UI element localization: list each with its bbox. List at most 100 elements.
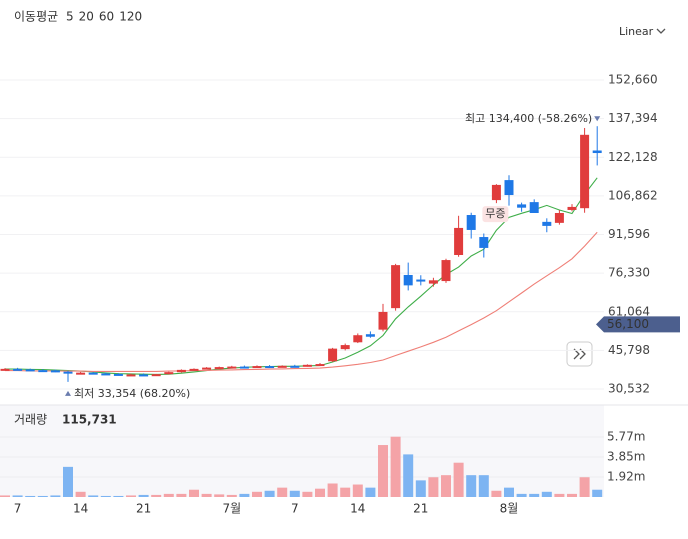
x-tick-label: 7: [14, 502, 22, 516]
candle-body: [38, 370, 48, 373]
volume-latest: 115,731: [62, 413, 117, 427]
volume-bar: [478, 475, 489, 497]
volume-bar: [214, 494, 225, 497]
low-annotation: 최저 33,354 (68.20%): [74, 387, 190, 400]
volume-bar: [88, 495, 99, 497]
candle-body: [189, 368, 199, 371]
candle-body: [50, 370, 60, 373]
volume-bar: [201, 493, 212, 497]
volume-bar: [415, 480, 426, 497]
volume-bar: [365, 487, 376, 497]
volume-bar: [113, 495, 124, 497]
candle-body: [25, 369, 35, 372]
x-tick-label: 14: [350, 502, 365, 516]
volume-bar: [0, 495, 10, 497]
volume-bar: [50, 495, 61, 497]
candle-body: [13, 368, 23, 371]
volume-bar: [12, 495, 23, 497]
candle-body: [302, 364, 312, 367]
y-tick-label: 152,660: [608, 73, 658, 87]
high-marker: [594, 116, 601, 122]
y-tick-label: 76,330: [608, 266, 650, 280]
scale-mode[interactable]: Linear: [619, 25, 654, 38]
candle-body: [567, 206, 577, 210]
event-badge: 무증: [485, 207, 505, 220]
price-tag-label: 56,100: [607, 317, 649, 331]
volume-bar: [466, 475, 477, 497]
x-tick-label: 21: [136, 502, 151, 516]
chevron[interactable]: [656, 28, 666, 34]
price-tag: [596, 316, 680, 333]
volume-bar: [226, 494, 237, 497]
candle-body: [63, 371, 73, 374]
volume-bar: [491, 490, 502, 497]
volume-bar: [75, 491, 86, 497]
volume-bar: [315, 488, 325, 497]
y-tick-label: 30,532: [608, 382, 650, 396]
candle-body: [479, 237, 489, 248]
volume-title: 거래량: [14, 413, 47, 427]
candle-body: [428, 280, 438, 284]
candle-body: [466, 215, 476, 230]
x-tick-label: 7: [291, 502, 299, 516]
volume-tick-label: 1.92m: [607, 470, 645, 484]
low-marker: [65, 390, 71, 396]
volume-bar: [189, 489, 199, 497]
scale-toggle[interactable]: Linear: [619, 25, 666, 38]
volume-bar: [25, 495, 36, 497]
y-tick-label: 137,394: [608, 111, 658, 125]
volume-bar: [592, 489, 603, 497]
candle-body: [580, 134, 590, 209]
volume-bar: [453, 462, 464, 497]
volume-bar: [378, 445, 388, 497]
candle-body: [542, 221, 552, 226]
volume-bar: [541, 491, 552, 497]
candle-body: [529, 202, 539, 213]
candle-body: [504, 180, 514, 196]
legend-entry: 120: [119, 10, 142, 24]
candle-body: [441, 260, 451, 282]
candle-body: [328, 348, 338, 362]
volume-bar: [504, 487, 514, 497]
candle-body: [592, 150, 602, 154]
volume-bar: [403, 454, 414, 497]
volume-tick-label: 5.77m: [607, 430, 645, 444]
volume-bar: [138, 494, 149, 497]
candle-body: [554, 212, 564, 223]
candle-body: [0, 368, 10, 371]
candle-body: [88, 372, 98, 375]
volume-bar: [352, 484, 363, 497]
volume-panel-bg: [0, 405, 604, 497]
candle-body: [265, 366, 275, 369]
volume-bar: [567, 493, 577, 497]
candle-body: [101, 373, 111, 376]
x-tick-label: 8월: [500, 502, 519, 516]
legend-entry: 20: [79, 10, 94, 24]
candle-body: [227, 366, 237, 369]
ma-line: [5, 177, 598, 375]
candle-body: [176, 369, 186, 373]
candle-body: [378, 311, 388, 330]
volume-bar: [277, 487, 288, 497]
candle-body: [252, 366, 262, 369]
legend-title: 이동평균: [14, 10, 58, 24]
volume-bar: [264, 490, 275, 497]
candle-body: [416, 279, 426, 282]
volume-bar: [516, 493, 527, 497]
candle-body: [403, 274, 413, 286]
candle-body: [139, 374, 149, 377]
high-annotation: 최고 134,400 (-58.26%): [465, 112, 592, 125]
volume-bar: [163, 493, 174, 497]
x-tick-label: 21: [413, 502, 428, 516]
volume-bar: [302, 491, 313, 497]
volume-bar: [63, 466, 73, 497]
volume-bar: [100, 495, 111, 497]
candle-body: [491, 184, 501, 201]
candle-body: [353, 335, 363, 343]
legend-entry: 60: [99, 10, 114, 24]
scroll-button[interactable]: [566, 341, 593, 367]
volume-tick-label: 3.85m: [607, 449, 645, 463]
candle-body: [151, 374, 161, 377]
volume-bar: [151, 494, 162, 497]
